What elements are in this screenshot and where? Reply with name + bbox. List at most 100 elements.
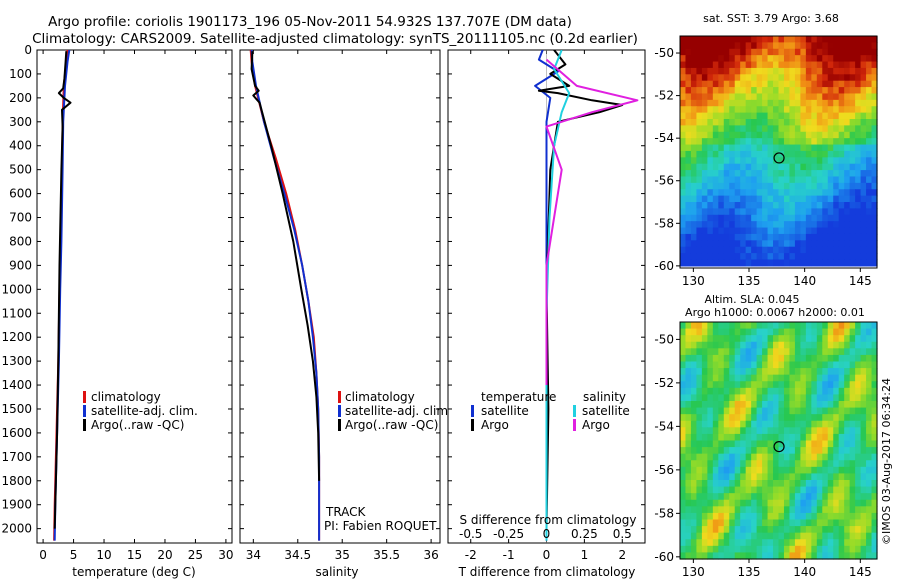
- heatmap-cell: [811, 440, 818, 448]
- heatmap-cell: [745, 453, 752, 461]
- heatmap-cell: [729, 80, 736, 88]
- heatmap-cell: [767, 532, 774, 540]
- heatmap-cell: [800, 195, 807, 203]
- heatmap-cell: [794, 486, 801, 494]
- heatmap-cell: [745, 466, 752, 475]
- heatmap-cell: [740, 240, 747, 248]
- heatmap-cell: [734, 240, 741, 248]
- heatmap-cell: [751, 74, 758, 82]
- heatmap-cell: [729, 163, 736, 171]
- heatmap-cell: [871, 427, 878, 435]
- heatmap-cell: [866, 144, 873, 152]
- heatmap-cell: [773, 519, 780, 527]
- s-tick-label: 0.5: [613, 527, 632, 541]
- heatmap-cell: [794, 506, 801, 514]
- heatmap-cell: [860, 87, 867, 95]
- heatmap-cell: [805, 322, 812, 330]
- track-label: TRACK: [325, 505, 367, 519]
- heatmap-cell: [822, 214, 829, 222]
- salinity-x-axis: 34 34.5 35 35.5 36: [246, 50, 439, 562]
- heatmap-cell: [794, 519, 801, 527]
- heatmap-cell: [680, 61, 687, 69]
- heatmap-cell: [855, 125, 862, 133]
- heatmap-cell: [800, 447, 807, 455]
- heatmap-cell: [696, 36, 703, 43]
- heatmap-cell: [866, 87, 873, 95]
- heatmap-cell: [811, 106, 818, 114]
- heatmap-cell: [767, 87, 774, 95]
- heatmap-cell: [707, 112, 714, 120]
- heatmap-cell: [773, 182, 780, 190]
- heatmap-cell: [800, 150, 807, 158]
- heatmap-cell: [866, 214, 873, 222]
- heatmap-cell: [712, 539, 719, 547]
- heatmap-cell: [827, 106, 834, 114]
- heatmap-cell: [844, 99, 851, 107]
- heatmap-cell: [794, 42, 801, 50]
- heatmap-cell: [723, 526, 730, 534]
- heatmap-cell: [690, 221, 698, 229]
- heatmap-cell: [871, 233, 878, 241]
- heatmap-cell: [712, 328, 719, 336]
- heatmap-cell: [838, 532, 845, 540]
- heatmap-cell: [745, 420, 752, 428]
- heatmap-cell: [871, 67, 878, 75]
- heatmap-cell: [767, 539, 774, 547]
- heatmap-cell: [822, 447, 829, 455]
- heatmap-cell: [756, 125, 763, 133]
- heatmap-cell: [789, 176, 796, 184]
- argo-position-marker: [773, 440, 785, 453]
- heatmap-cell: [871, 227, 878, 235]
- argo-position-marker: [773, 152, 785, 164]
- heatmap-cell: [866, 460, 873, 468]
- heatmap-cell: [866, 506, 873, 514]
- heatmap-cell: [783, 480, 791, 488]
- heatmap-cell: [805, 99, 812, 107]
- heatmap-cell: [822, 506, 829, 514]
- heatmap-cell: [680, 240, 687, 248]
- heatmap-cell: [756, 460, 763, 468]
- heatmap-cell: [855, 499, 862, 507]
- heatmap-cell: [685, 519, 692, 527]
- heatmap-cell: [723, 80, 730, 88]
- heatmap-cell: [800, 407, 807, 415]
- legend-swatch-satellite: [338, 405, 341, 417]
- heatmap-cell: [767, 427, 774, 435]
- heatmap-cell: [701, 322, 708, 330]
- heatmap-cell: [729, 433, 736, 442]
- heatmap-cell: [685, 80, 692, 88]
- heatmap-cell: [767, 74, 774, 82]
- heatmap-cell: [745, 131, 752, 139]
- heatmap-cell: [685, 221, 692, 229]
- heatmap-cell: [849, 361, 856, 369]
- heatmap-cell: [723, 506, 730, 514]
- heatmap-cell: [794, 499, 801, 507]
- heatmap-cell: [789, 427, 796, 435]
- heatmap-cell: [811, 61, 818, 69]
- difference-lines: [534, 50, 639, 543]
- heatmap-cell: [740, 447, 747, 455]
- heatmap-cell: [783, 493, 791, 501]
- heatmap-cell: [712, 163, 719, 171]
- heatmap-cell: [855, 552, 862, 560]
- heatmap-cell: [849, 368, 856, 376]
- heatmap-cell: [794, 176, 801, 184]
- heatmap-cell: [800, 119, 807, 126]
- heatmap-cell: [729, 55, 736, 63]
- heatmap-cell: [871, 506, 878, 514]
- heatmap-cell: [767, 453, 774, 461]
- heatmap-cell: [789, 348, 796, 356]
- heatmap-cell: [712, 48, 719, 56]
- heatmap-cell: [871, 552, 878, 560]
- heatmap-cell: [729, 394, 736, 402]
- heatmap-cell: [685, 466, 692, 475]
- heatmap-cell: [816, 233, 823, 241]
- heatmap-cell: [767, 526, 774, 534]
- heatmap-cell: [833, 433, 840, 442]
- heatmap-cell: [723, 253, 730, 261]
- heatmap-cell: [767, 440, 774, 448]
- heatmap-cell: [718, 119, 725, 126]
- heatmap-cell: [756, 150, 763, 158]
- heatmap-cell: [690, 36, 698, 43]
- heatmap-cell: [822, 246, 829, 254]
